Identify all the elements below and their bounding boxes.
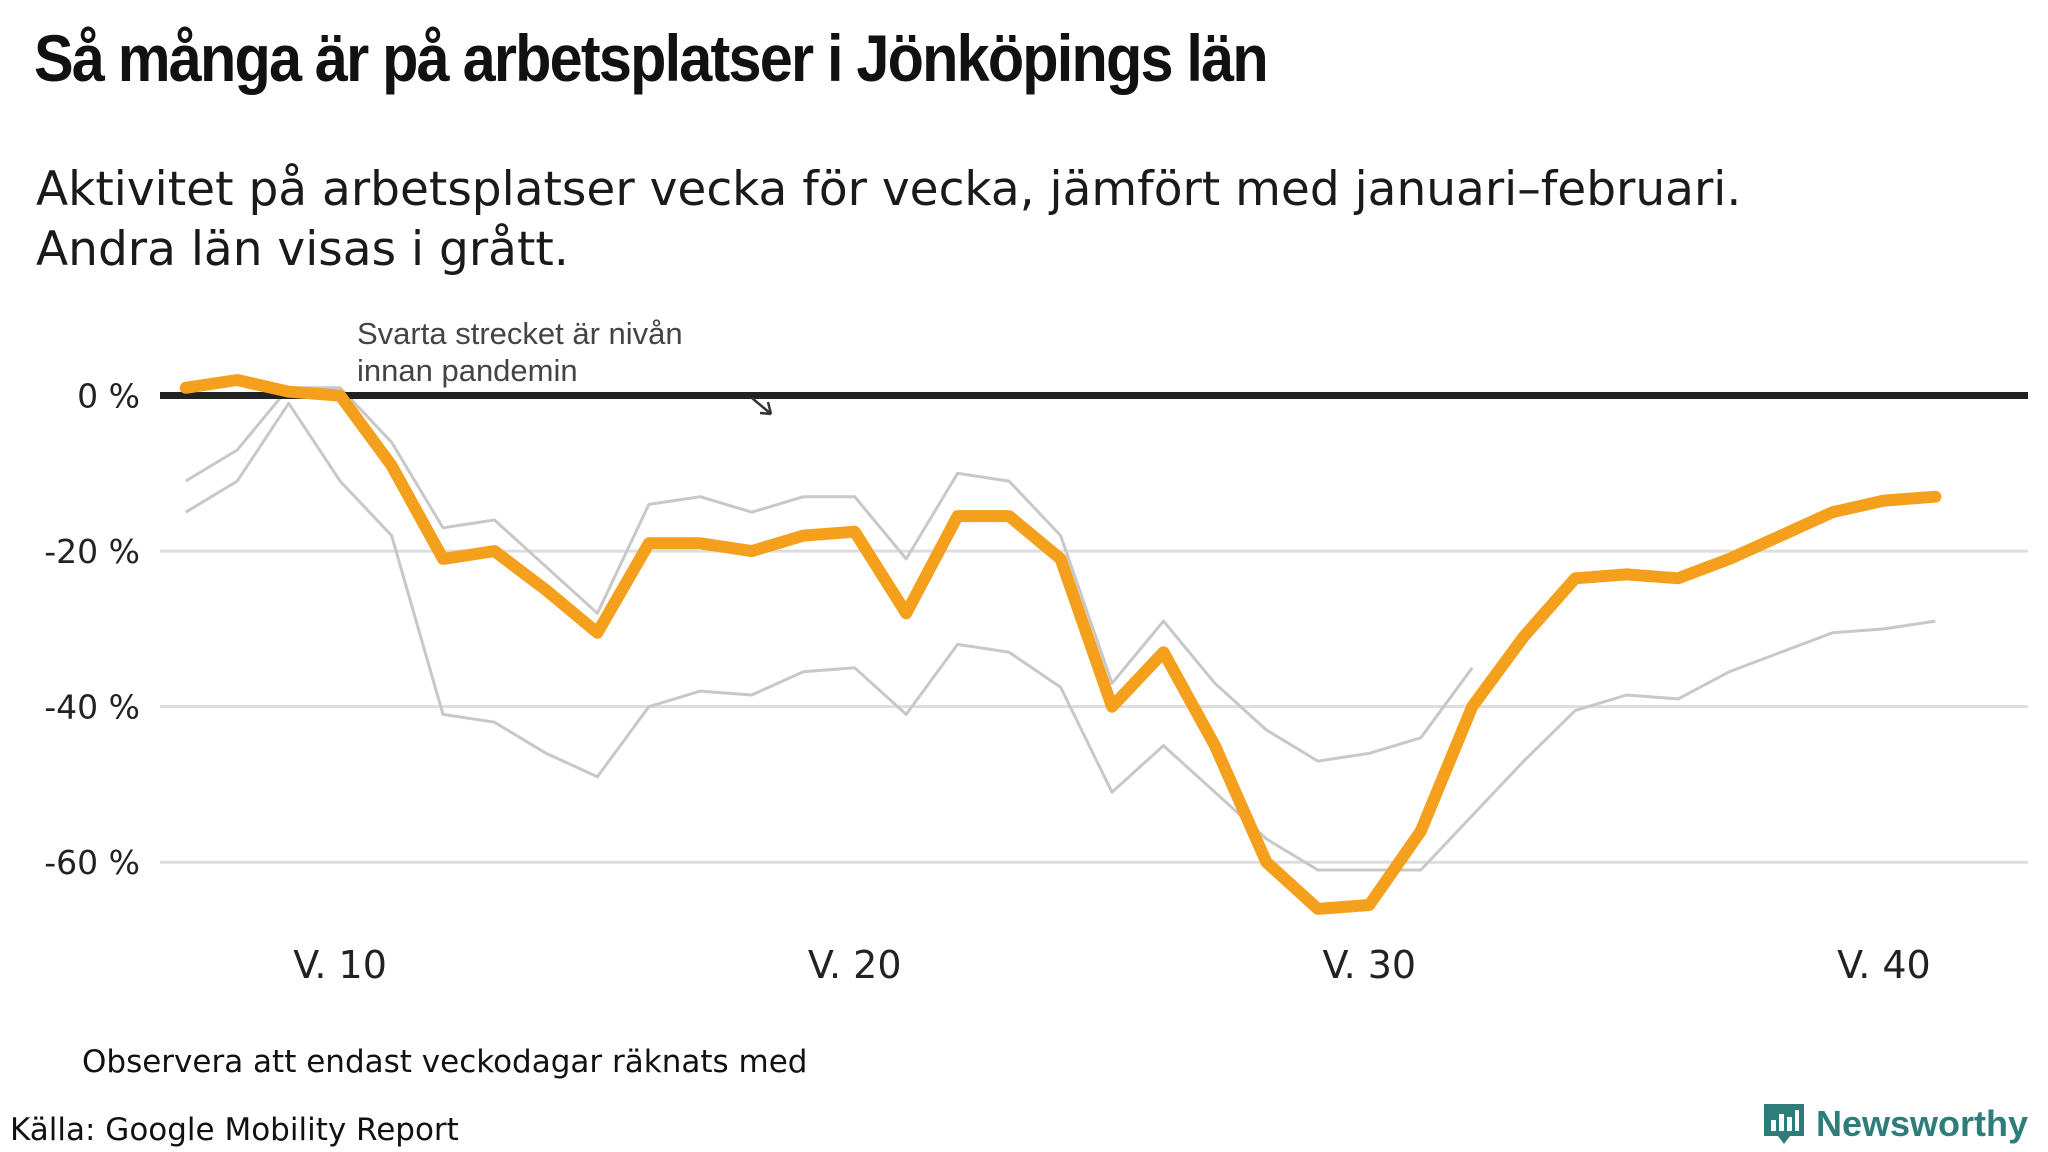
x-tick-label: V. 30 xyxy=(1323,943,1417,987)
highlight-series-group xyxy=(179,374,1942,915)
other-county-line xyxy=(184,386,1474,763)
source-credit: Källa: Google Mobility Report xyxy=(10,1112,459,1148)
chart-subtitle: Aktivitet på arbetsplatser vecka för vec… xyxy=(36,160,1741,280)
chart-title: Så många är på arbetsplatser i Jönköping… xyxy=(34,21,1269,95)
logo-text: Newsworthy xyxy=(1816,1103,2029,1144)
other-counties-series xyxy=(184,386,1936,872)
y-tick-label: -60 % xyxy=(44,843,140,882)
y-tick-label: 0 % xyxy=(77,377,140,416)
annotation-arrow xyxy=(751,397,773,416)
chart-bars-icon xyxy=(1764,1104,1804,1144)
axis-labels: 0 % -20 % -40 % -60 % V. 10 V. 20 V. 30 V. 40 xyxy=(44,377,1930,987)
newsworthy-logo: Newsworthy xyxy=(1762,1102,2028,1146)
y-tick-label: -20 % xyxy=(44,532,140,571)
other-county-line xyxy=(184,401,1936,872)
y-tick-label: -40 % xyxy=(44,688,140,727)
annotation-line-1: Svarta strecket är nivån xyxy=(357,316,683,351)
annotation: Svarta strecket är nivån innan pandemin xyxy=(357,316,773,416)
footnote: Observera att endast veckodagar räknats … xyxy=(82,1044,808,1080)
x-tick-label: V. 20 xyxy=(808,943,902,987)
subtitle-line-1: Aktivitet på arbetsplatser vecka för vec… xyxy=(36,162,1742,217)
x-tick-label: V. 10 xyxy=(293,943,387,987)
subtitle-line-2: Andra län visas i grått. xyxy=(36,222,569,277)
annotation-line-2: innan pandemin xyxy=(357,353,578,388)
highlight-county-line xyxy=(179,374,1942,915)
x-tick-label: V. 40 xyxy=(1837,943,1931,987)
